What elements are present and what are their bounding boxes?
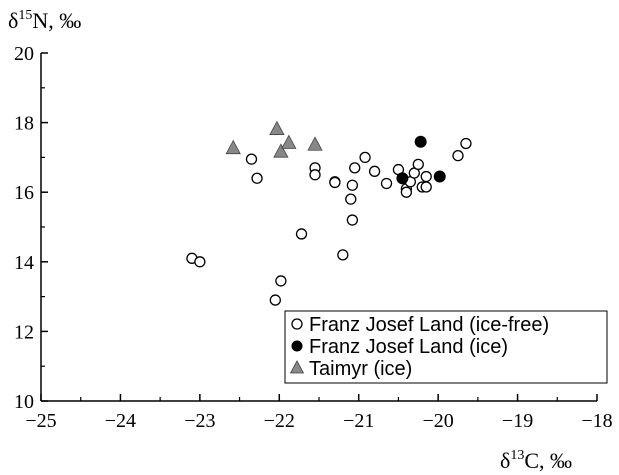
data-point-open-circle (337, 249, 349, 261)
y-axis-label-sup: 15 (18, 8, 32, 23)
legend-filled-circle-icon (291, 340, 303, 352)
data-point-open-circle (400, 186, 413, 198)
y-tick-label: 10 (14, 391, 34, 413)
x-axis-label-post: C, ‰ (524, 448, 572, 473)
data-point-open-circle (345, 193, 357, 205)
x-tick-label: −24 (105, 410, 136, 432)
legend-item-ice: Franz Josef Land (ice) (291, 336, 508, 358)
data-point-open-circle (251, 172, 263, 184)
data-point-open-circle (194, 256, 206, 268)
y-tick-label: 16 (14, 182, 34, 204)
data-point-filled-circle (414, 135, 427, 148)
x-tick-label: −18 (581, 410, 612, 432)
x-tick-label: −23 (184, 410, 215, 432)
data-point-open-circle (346, 179, 359, 191)
data-point-open-circle (452, 150, 464, 162)
data-point-triangle (307, 136, 323, 151)
data-point-open-circle (295, 228, 308, 240)
legend-triangle-icon (289, 360, 305, 374)
data-point-open-circle (368, 165, 381, 177)
legend-open-circle-icon (291, 318, 303, 330)
data-point-triangle (273, 143, 289, 158)
data-point-filled-circle (433, 170, 446, 183)
legend-label: Taimyr (ice) (309, 358, 412, 380)
x-ticks: −25 −24 −23 −22 −21 −20 −19 −18 (25, 394, 613, 432)
x-tick-label: −25 (25, 410, 56, 432)
legend: Franz Josef Land (ice-free) Franz Josef … (284, 310, 608, 384)
legend-label: Franz Josef Land (ice) (309, 336, 508, 358)
y-tick-label: 14 (14, 252, 34, 274)
data-point-triangle (269, 120, 285, 135)
y-axis-label: δ15N, ‰ (8, 8, 81, 33)
x-axis-label: δ13C, ‰ (500, 448, 572, 473)
data-point-filled-circle (396, 172, 409, 185)
data-point-triangle (225, 139, 241, 155)
data-points (186, 120, 472, 306)
y-axis-label-post: N, ‰ (32, 8, 81, 33)
data-point-open-circle (349, 162, 361, 174)
data-point-open-circle (420, 181, 432, 193)
data-point-open-circle (275, 275, 287, 287)
data-point-open-circle (245, 153, 258, 165)
x-axis-label-pre: δ (500, 448, 510, 473)
y-tick-label: 18 (14, 113, 34, 135)
data-point-open-circle (309, 169, 321, 181)
y-ticks: 10 12 14 16 18 20 (14, 43, 48, 413)
data-point-open-circle (420, 170, 432, 183)
x-tick-label: −19 (502, 410, 533, 432)
legend-label: Franz Josef Land (ice-free) (309, 314, 549, 336)
legend-item-taimyr: Taimyr (ice) (289, 358, 412, 380)
data-point-open-circle (346, 214, 359, 226)
data-point-triangle (281, 134, 297, 149)
data-point-open-circle (359, 151, 371, 164)
x-tick-label: −20 (423, 410, 454, 432)
data-point-open-circle (329, 176, 341, 189)
y-tick-label: 12 (14, 321, 34, 343)
data-point-open-circle (380, 177, 393, 190)
data-point-open-circle (412, 158, 424, 171)
x-tick-label: −21 (343, 410, 374, 432)
x-axis-label-sup: 13 (510, 448, 524, 463)
legend-item-ice-free: Franz Josef Land (ice-free) (291, 314, 549, 336)
y-tick-label: 20 (14, 43, 34, 65)
data-point-open-circle (460, 137, 472, 150)
y-axis-label-pre: δ (8, 8, 18, 33)
x-tick-label: −22 (264, 410, 295, 432)
data-point-open-circle (269, 294, 281, 306)
legend-box (284, 310, 608, 384)
